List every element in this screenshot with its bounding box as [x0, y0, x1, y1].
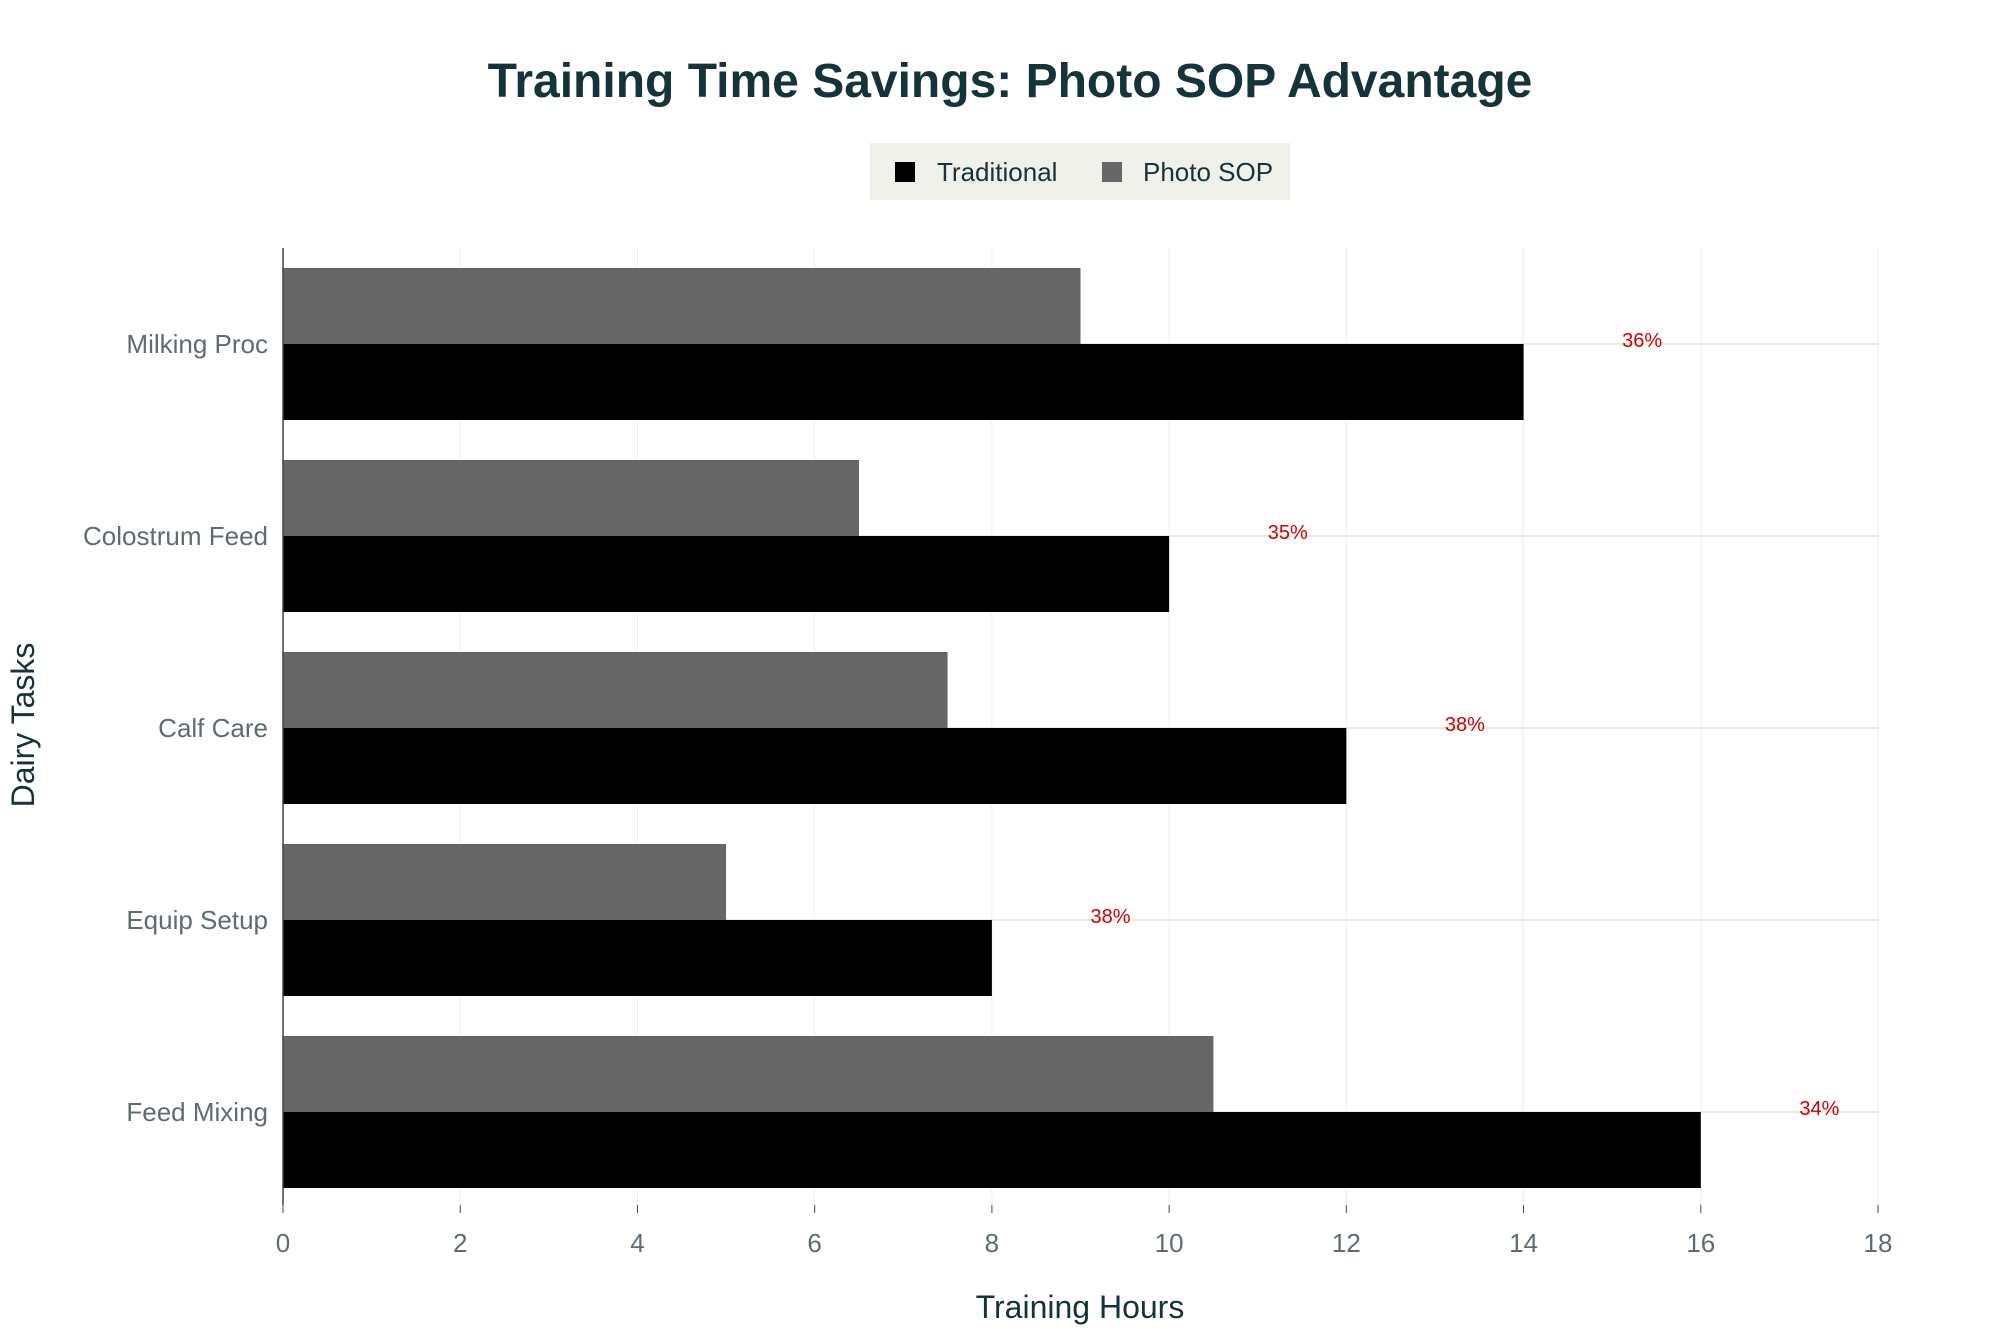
x-tick-label-10: 10	[1155, 1228, 1184, 1258]
annotations: 36% 35% 38% 38% 34%	[1090, 330, 1839, 1120]
y-tick-label-milking-proc: Milking Proc	[126, 329, 268, 359]
savings-annotation-equip-setup: 38%	[1090, 906, 1130, 928]
bar-photo-sop-colostrum-feed[interactable]	[283, 460, 859, 536]
bar-traditional-equip-setup[interactable]	[283, 920, 992, 996]
legend-label-traditional[interactable]: Traditional	[937, 157, 1057, 187]
y-tick-label-equip-setup: Equip Setup	[126, 905, 268, 935]
x-axis-ticks: 0 2 4 6 8 10 12 14 16 18	[276, 1205, 1893, 1258]
y-tick-label-colostrum-feed: Colostrum Feed	[83, 521, 268, 551]
legend-swatch-traditional	[895, 162, 915, 182]
y-axis-ticks: Milking Proc Colostrum Feed Calf Care Equip…	[83, 329, 268, 1127]
legend-label-photo-sop[interactable]: Photo SOP	[1143, 157, 1273, 187]
bar-photo-sop-feed-mixing[interactable]	[283, 1036, 1214, 1112]
x-axis-title: Training Hours	[976, 1289, 1185, 1325]
y-tick-label-calf-care: Calf Care	[158, 713, 268, 743]
y-tick-label-feed-mixing: Feed Mixing	[126, 1097, 268, 1127]
savings-annotation-colostrum-feed: 35%	[1268, 522, 1308, 544]
x-tick-label-16: 16	[1686, 1228, 1715, 1258]
chart-title: Training Time Savings: Photo SOP Advanta…	[488, 55, 1533, 108]
savings-annotation-milking-proc: 36%	[1622, 330, 1662, 352]
x-tick-label-8: 8	[985, 1228, 999, 1258]
bar-traditional-colostrum-feed[interactable]	[283, 536, 1170, 612]
bar-traditional-feed-mixing[interactable]	[283, 1112, 1701, 1188]
legend-background	[870, 143, 1290, 200]
bar-traditional-calf-care[interactable]	[283, 728, 1347, 804]
legend: Traditional Photo SOP	[870, 143, 1290, 200]
bar-traditional-milking-proc[interactable]	[283, 344, 1524, 420]
x-tick-label-2: 2	[453, 1228, 467, 1258]
x-tick-label-18: 18	[1864, 1228, 1893, 1258]
x-tick-label-0: 0	[276, 1228, 290, 1258]
bar-photo-sop-equip-setup[interactable]	[283, 844, 727, 920]
x-tick-label-4: 4	[630, 1228, 644, 1258]
x-tick-label-6: 6	[807, 1228, 821, 1258]
legend-swatch-photo-sop	[1102, 162, 1122, 182]
y-axis-title: Dairy Tasks	[5, 643, 41, 808]
x-tick-label-12: 12	[1332, 1228, 1361, 1258]
bars	[283, 268, 1701, 1188]
savings-annotation-feed-mixing: 34%	[1799, 1098, 1839, 1120]
savings-annotation-calf-care: 38%	[1445, 714, 1485, 736]
bar-photo-sop-calf-care[interactable]	[283, 652, 948, 728]
bar-photo-sop-milking-proc[interactable]	[283, 268, 1081, 344]
x-tick-label-14: 14	[1509, 1228, 1538, 1258]
